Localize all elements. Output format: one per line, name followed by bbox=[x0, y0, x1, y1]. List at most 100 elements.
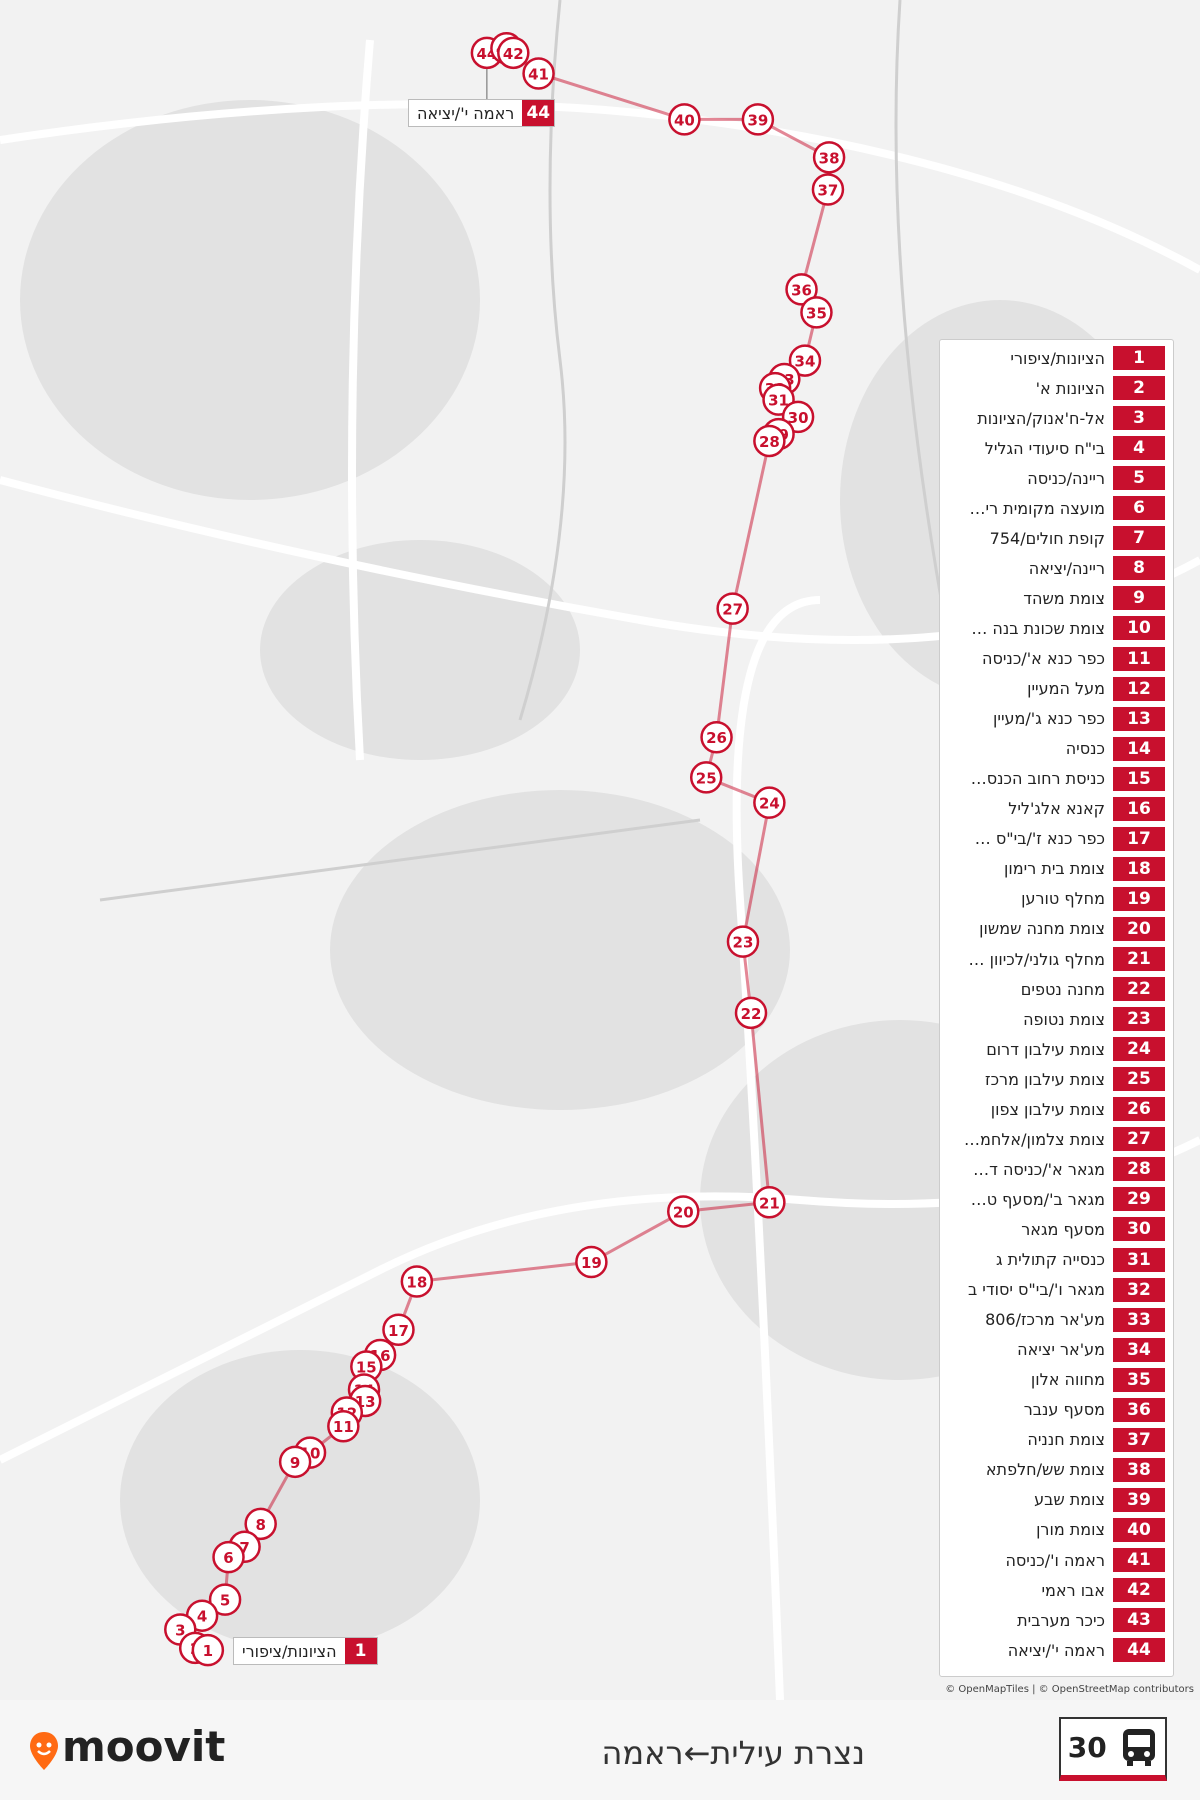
stop-marker-number: 39 bbox=[747, 111, 768, 129]
stop-row: 29 מגאר ב'/מסעף ט… bbox=[970, 1187, 1165, 1212]
stop-number: 40 bbox=[1113, 1517, 1165, 1542]
stop-name: צומת עילבון דרום bbox=[986, 1039, 1105, 1059]
stop-marker bbox=[497, 36, 530, 70]
stop-name: צומת חנניה bbox=[1027, 1430, 1105, 1450]
stop-number: 7 bbox=[1113, 526, 1165, 551]
stop-number: 38 bbox=[1113, 1457, 1165, 1482]
stop-marker bbox=[208, 1583, 242, 1616]
stop-row: 32 מגאר ו'/בי"ס יסודי ב bbox=[967, 1277, 1165, 1302]
stop-marker-number: 34 bbox=[795, 353, 816, 371]
callout-name: ראמה י'/יציאה bbox=[417, 103, 515, 123]
stop-marker bbox=[741, 103, 775, 136]
stop-name: כניסת רחוב הכנס… bbox=[970, 769, 1105, 789]
stop-number: 16 bbox=[1113, 796, 1165, 821]
stop-marker-number: 4 bbox=[197, 1608, 207, 1626]
stop-row: 15 כניסת רחוב הכנס… bbox=[970, 766, 1165, 791]
stop-marker-number: 35 bbox=[806, 304, 827, 322]
callout-name: הציונות/ציפורי bbox=[242, 1641, 337, 1661]
stop-name: מחווה אלון bbox=[1030, 1370, 1105, 1390]
stop-number: 25 bbox=[1113, 1067, 1165, 1092]
stop-name: בי"ח סיעודי הגליל bbox=[984, 438, 1105, 458]
stop-marker bbox=[753, 1186, 786, 1219]
stop-marker-number: 23 bbox=[733, 934, 754, 952]
stop-marker bbox=[811, 173, 845, 206]
stop-number: 39 bbox=[1113, 1487, 1165, 1512]
stop-number: 14 bbox=[1113, 736, 1165, 761]
stop-name: צומת משהד bbox=[1023, 588, 1105, 608]
stop-name: ראמה ו'/כניסה bbox=[1005, 1550, 1105, 1570]
stop-row: 44 ראמה י'/יציאה bbox=[1008, 1638, 1165, 1663]
stop-number: 32 bbox=[1113, 1277, 1165, 1302]
stop-marker-number: 18 bbox=[406, 1274, 427, 1292]
stop-row: 37 צומת חנניה bbox=[1027, 1427, 1165, 1452]
stop-marker-number: 8 bbox=[255, 1516, 265, 1534]
brand: moovit bbox=[62, 1722, 226, 1771]
stop-number: 13 bbox=[1113, 706, 1165, 731]
stop-row: 28 מגאר א'/כניסה ד… bbox=[973, 1157, 1165, 1182]
stop-number: 35 bbox=[1113, 1367, 1165, 1392]
stop-row: 33 מע'אר מרכז/806 bbox=[985, 1307, 1165, 1332]
stop-marker bbox=[734, 996, 768, 1030]
stop-marker bbox=[212, 1540, 245, 1574]
stop-number: 43 bbox=[1113, 1608, 1165, 1633]
stop-number: 12 bbox=[1113, 676, 1165, 701]
stop-number: 4 bbox=[1113, 436, 1165, 461]
stop-marker-number: 25 bbox=[696, 769, 717, 787]
stop-marker-number: 28 bbox=[759, 433, 780, 451]
stop-name: מגאר ו'/בי"ס יסודי ב bbox=[967, 1280, 1105, 1300]
stop-row: 18 צומת בית רימון bbox=[1004, 856, 1165, 881]
stop-row: 14 כנסיה bbox=[1066, 736, 1165, 761]
stop-name: כפר כנא ג'/מעיין bbox=[993, 709, 1105, 729]
stop-marker bbox=[788, 344, 822, 377]
stop-number: 21 bbox=[1113, 947, 1165, 971]
stop-name: מחלף גולני/לכיוון … bbox=[968, 949, 1105, 969]
stop-number: 5 bbox=[1113, 466, 1165, 491]
stop-marker-number: 40 bbox=[674, 111, 695, 129]
stop-name: צומת שש/חלפתא bbox=[985, 1460, 1105, 1480]
stop-row: 22 מחנה נטפים bbox=[1021, 977, 1165, 1002]
stop-name: אל-ח'אנוק/הציונות bbox=[977, 408, 1105, 428]
stop-row: 12 מעל המעיין bbox=[1027, 676, 1165, 701]
stop-number: 33 bbox=[1113, 1307, 1165, 1332]
stop-marker-number: 11 bbox=[333, 1418, 354, 1436]
stop-name: צומת צלמון/אלחמ… bbox=[964, 1129, 1105, 1149]
stop-marker bbox=[753, 424, 786, 458]
stop-row: 7 קופת חולים/754 bbox=[989, 526, 1165, 551]
stop-name: מסעף מגאר bbox=[1021, 1219, 1105, 1239]
stop-marker-number: 17 bbox=[388, 1322, 409, 1340]
stop-name: ריינה/יציאה bbox=[1028, 558, 1105, 578]
stop-marker-number: 37 bbox=[818, 181, 839, 199]
stop-name: כפר כנא א'/כניסה bbox=[982, 649, 1105, 668]
stop-name: הציונות/ציפורי bbox=[1010, 348, 1105, 368]
stop-row: 10 צומת שכונת בנה … bbox=[971, 616, 1165, 641]
stop-list: 1 הציונות/ציפורי 2 הציונות א' 3 אל-ח'אנוק/הצי… bbox=[939, 339, 1174, 1677]
stop-row: 39 צומת שבע bbox=[1034, 1487, 1165, 1512]
stop-number: 2 bbox=[1113, 376, 1165, 401]
stop-name: קופת חולים/754 bbox=[989, 528, 1105, 548]
stop-marker bbox=[689, 761, 723, 794]
stop-number: 17 bbox=[1113, 826, 1165, 851]
stop-row: 30 מסעף מגאר bbox=[1021, 1217, 1165, 1242]
stop-number: 23 bbox=[1113, 1007, 1165, 1032]
stop-name: כפר כנא ז'/בי"ס … bbox=[974, 829, 1105, 849]
stop-marker bbox=[785, 273, 818, 306]
stop-marker bbox=[575, 1245, 608, 1279]
stop-number: 44 bbox=[1113, 1638, 1165, 1663]
stop-marker bbox=[716, 592, 749, 625]
stop-marker bbox=[244, 1507, 277, 1541]
stop-marker-number: 38 bbox=[819, 149, 840, 167]
stop-row: 23 צומת נטופה bbox=[1023, 1007, 1165, 1032]
stop-number: 20 bbox=[1113, 916, 1165, 941]
stop-marker bbox=[400, 1265, 434, 1298]
stop-number: 6 bbox=[1113, 496, 1165, 521]
stop-marker-number: 36 bbox=[791, 281, 812, 299]
stop-marker-number: 5 bbox=[220, 1592, 230, 1610]
stop-number: 15 bbox=[1113, 766, 1165, 791]
stop-row: 20 צומת מחנה שמשון bbox=[979, 916, 1165, 941]
stop-name: מועצה מקומית רי… bbox=[969, 498, 1105, 518]
stop-name: כיכר מערבית bbox=[1017, 1610, 1105, 1630]
stop-name: מגאר ב'/מסעף ט… bbox=[970, 1189, 1105, 1209]
stop-number: 10 bbox=[1113, 616, 1165, 641]
stop-number: 18 bbox=[1113, 856, 1165, 881]
